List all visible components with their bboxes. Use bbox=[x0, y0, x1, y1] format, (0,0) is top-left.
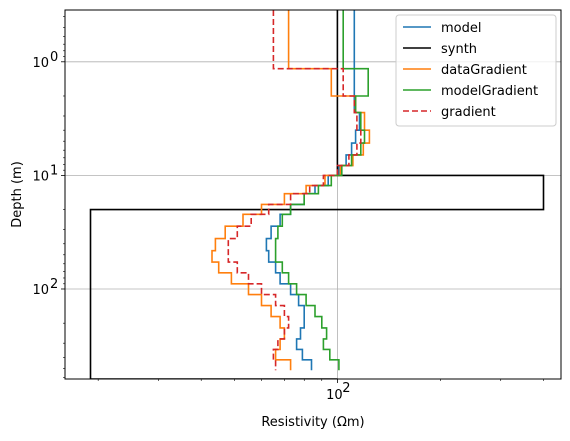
y-tick-label: 10 bbox=[32, 169, 49, 184]
y-tick-label: 10 bbox=[32, 56, 49, 71]
x-axis-label: Resistivity (Ωm) bbox=[261, 415, 364, 430]
y-axis-label: Depth (m) bbox=[10, 161, 25, 228]
series-line-gradient bbox=[227, 10, 362, 371]
plot-frame bbox=[64, 9, 562, 380]
legend-label-gradient: gradient bbox=[441, 105, 496, 120]
x-tick-label: 10 bbox=[326, 388, 343, 403]
y-tick-exponent: 1 bbox=[50, 163, 58, 178]
x-tick-exponent: 2 bbox=[342, 381, 350, 396]
series-line-model bbox=[265, 10, 361, 371]
y-tick-exponent: 0 bbox=[50, 50, 58, 65]
legend-box bbox=[395, 14, 557, 127]
legend: model synth dataGradient modelGradient gradi… bbox=[395, 14, 557, 127]
legend-label-dataGradient: dataGradient bbox=[441, 63, 527, 78]
legend-label-modelGradient: modelGradient bbox=[441, 84, 538, 99]
series-line-modelGradient bbox=[274, 10, 369, 371]
y-tick-label: 10 bbox=[32, 283, 49, 298]
legend-label-synth: synth bbox=[441, 42, 477, 57]
series-lines bbox=[89, 10, 545, 379]
axis-ticks: 10 210 010 110 2 bbox=[32, 16, 544, 403]
y-tick-exponent: 2 bbox=[50, 277, 58, 292]
legend-label-model: model bbox=[441, 21, 481, 36]
series-line-dataGradient bbox=[211, 10, 371, 371]
